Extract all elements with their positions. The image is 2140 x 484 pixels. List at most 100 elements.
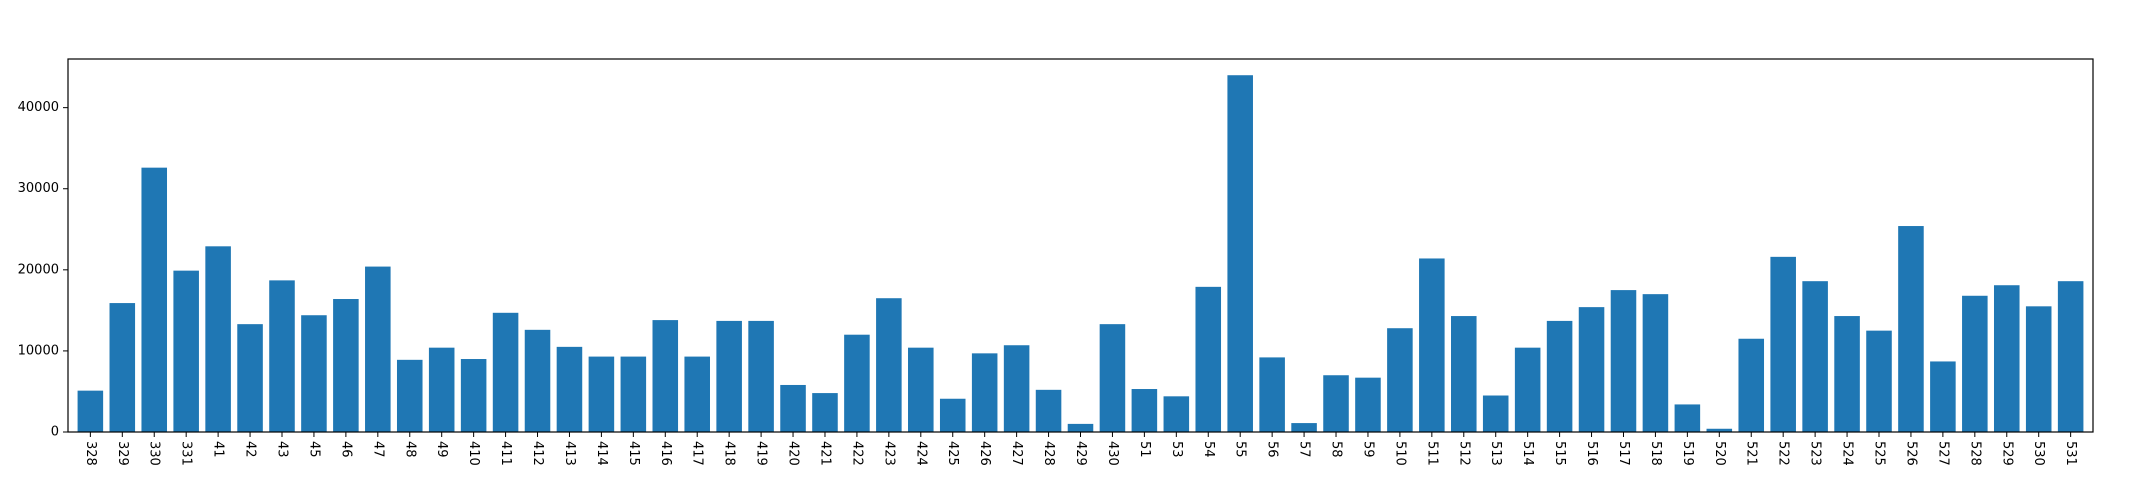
bar-422 xyxy=(844,334,870,432)
x-tick-label: 528 xyxy=(1967,441,1982,466)
x-tick-label: 522 xyxy=(1776,441,1791,466)
bar-518 xyxy=(1642,294,1669,432)
y-axis: 0 10000 20000 30000 40000 xyxy=(18,100,68,440)
x-tick-label: 57 xyxy=(1297,441,1312,458)
x-tick-label: 531 xyxy=(2063,441,2078,466)
x-tick-label: 425 xyxy=(945,441,960,466)
x-tick-label: 423 xyxy=(881,441,896,466)
bar-411 xyxy=(492,312,519,432)
bar-430 xyxy=(1099,324,1126,432)
x-tick-label: 410 xyxy=(466,441,481,466)
x-tick-label: 329 xyxy=(115,441,130,466)
x-tick-label: 55 xyxy=(1233,441,1248,458)
x-tick-label: 418 xyxy=(722,441,737,466)
y-tick-label: 10000 xyxy=(18,343,59,358)
bar-513 xyxy=(1482,395,1509,432)
bar-418 xyxy=(716,320,742,432)
x-axis: 328 329 330 331 41 42 43 45 46 47 48 49 410 411 412 413… xyxy=(83,432,2078,466)
bar-329 xyxy=(109,303,136,432)
x-tick-label: 419 xyxy=(754,441,769,466)
bar-530 xyxy=(2025,306,2052,432)
bar-43 xyxy=(269,280,295,432)
bar-514 xyxy=(1514,347,1541,432)
bar-330 xyxy=(141,167,168,432)
x-tick-label: 428 xyxy=(1041,441,1056,466)
bar-526 xyxy=(1898,226,1924,432)
bar-58 xyxy=(1323,375,1349,432)
bars-layer xyxy=(77,75,2084,432)
bar-420 xyxy=(780,384,806,432)
x-tick-label: 41 xyxy=(211,441,226,458)
x-tick-label: 424 xyxy=(913,441,928,466)
x-tick-label: 58 xyxy=(1329,441,1344,458)
x-tick-label: 518 xyxy=(1648,441,1663,466)
x-tick-label: 417 xyxy=(690,441,705,466)
bar-528 xyxy=(1962,295,1988,432)
x-tick-label: 416 xyxy=(658,441,673,466)
x-tick-label: 415 xyxy=(626,441,641,466)
bar-57 xyxy=(1291,423,1317,432)
x-tick-label: 524 xyxy=(1840,441,1855,466)
x-tick-label: 516 xyxy=(1584,441,1599,466)
bar-512 xyxy=(1451,316,1477,432)
bar-410 xyxy=(460,359,487,432)
bar-49 xyxy=(428,347,455,432)
x-tick-label: 59 xyxy=(1360,441,1375,458)
bar-525 xyxy=(1866,330,1892,432)
bar-425 xyxy=(939,398,966,432)
x-tick-label: 414 xyxy=(594,441,609,466)
x-tick-label: 525 xyxy=(1872,441,1887,466)
plot-frame xyxy=(67,58,2094,433)
x-tick-label: 330 xyxy=(147,441,162,466)
x-tick-label: 511 xyxy=(1424,441,1439,466)
bar-56 xyxy=(1259,357,1285,432)
y-tick-label: 20000 xyxy=(18,262,59,277)
x-tick-label: 45 xyxy=(306,441,321,458)
bar-424 xyxy=(908,347,934,432)
x-tick-label: 46 xyxy=(338,441,353,458)
bar-521 xyxy=(1738,338,1765,432)
bar-416 xyxy=(652,320,679,432)
bar-423 xyxy=(876,298,902,432)
x-tick-label: 427 xyxy=(1009,441,1024,466)
bar-412 xyxy=(524,329,551,432)
x-tick-label: 54 xyxy=(1201,441,1216,458)
bar-527 xyxy=(1930,361,1956,432)
bar-523 xyxy=(1802,281,1828,432)
x-tick-label: 413 xyxy=(562,441,577,466)
x-tick-label: 56 xyxy=(1265,441,1280,458)
x-tick-label: 515 xyxy=(1552,441,1567,466)
bar-47 xyxy=(365,266,391,432)
bar-55 xyxy=(1227,75,1253,432)
x-tick-label: 422 xyxy=(849,441,864,466)
bar-331 xyxy=(173,270,199,432)
x-tick-label: 51 xyxy=(1137,441,1152,458)
x-tick-label: 529 xyxy=(1999,441,2014,466)
bar-429 xyxy=(1067,423,1094,432)
bar-414 xyxy=(588,356,615,432)
x-tick-label: 49 xyxy=(434,441,449,458)
x-tick-label: 519 xyxy=(1680,441,1695,466)
bar-42 xyxy=(237,324,263,432)
bar-529 xyxy=(1993,285,2020,432)
x-tick-label: 521 xyxy=(1744,441,1759,466)
x-tick-label: 47 xyxy=(370,441,385,458)
bar-421 xyxy=(812,393,838,432)
x-tick-label: 514 xyxy=(1520,441,1535,466)
x-tick-label: 421 xyxy=(817,441,832,466)
x-tick-label: 331 xyxy=(179,441,194,466)
x-tick-label: 523 xyxy=(1808,441,1823,466)
x-tick-label: 53 xyxy=(1169,441,1184,458)
bar-511 xyxy=(1419,258,1445,432)
x-tick-label: 429 xyxy=(1073,441,1088,466)
x-tick-label: 520 xyxy=(1712,441,1727,466)
bar-45 xyxy=(301,315,327,432)
bar-524 xyxy=(1834,316,1860,432)
x-tick-label: 420 xyxy=(786,441,801,466)
bar-48 xyxy=(396,359,423,432)
x-tick-label: 513 xyxy=(1488,441,1503,466)
y-tick-label: 30000 xyxy=(18,181,59,196)
bar-519 xyxy=(1674,404,1701,432)
